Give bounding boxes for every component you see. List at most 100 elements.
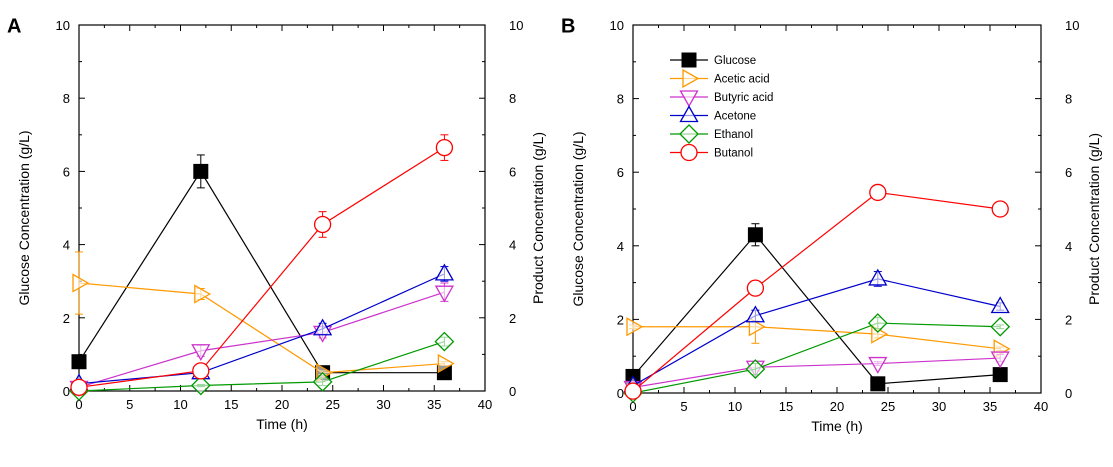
y-axis-title-left: Glucose Concentration (g/L) xyxy=(570,131,586,306)
data-point-ethanol xyxy=(745,359,766,379)
data-point-butanol xyxy=(313,215,332,234)
x-tick-label: 20 xyxy=(830,399,844,414)
x-tick-label: 35 xyxy=(427,397,441,412)
y-tick-label-right: 10 xyxy=(1065,18,1079,33)
data-point-butyric-acid xyxy=(191,344,211,362)
y-tick-label-left: 6 xyxy=(63,164,70,179)
legend: Glucose Acetic acid Butyric acid Acetone Eth… xyxy=(670,52,773,162)
y-tick-label-right: 10 xyxy=(509,18,523,33)
series-butyric-acid xyxy=(623,351,1010,398)
legend-label-ethanol: Ethanol xyxy=(714,129,753,141)
data-point-ethanol xyxy=(434,331,455,352)
series-butanol xyxy=(624,183,1009,400)
x-tick-label: 40 xyxy=(478,397,492,412)
data-point-butanol xyxy=(746,279,765,297)
x-tick-label: 25 xyxy=(881,399,895,414)
series-acetic-acid xyxy=(626,309,1011,359)
x-tick-label: 25 xyxy=(326,397,340,412)
x-tick-label: 5 xyxy=(680,399,687,414)
y-tick-label-right: 6 xyxy=(509,164,516,179)
data-point-acetone xyxy=(745,305,766,323)
data-point-glucose xyxy=(992,367,1008,383)
y-tick-label-right: 0 xyxy=(509,384,516,399)
data-point-acetone xyxy=(868,268,888,286)
series-line-glucose xyxy=(632,233,1001,385)
y-tick-label-right: 6 xyxy=(1065,165,1072,180)
x-tick-label: 5 xyxy=(126,397,133,412)
y-tick-label-left: 2 xyxy=(63,311,70,326)
data-point-butanol xyxy=(624,382,642,400)
series-line-ethanol xyxy=(632,322,1001,394)
series-line-butyric-acid xyxy=(78,291,445,388)
series-glucose xyxy=(71,154,452,381)
x-tick-label: 0 xyxy=(75,397,82,412)
x-tick-label: 35 xyxy=(983,399,997,414)
data-point-butyric-acid xyxy=(990,351,1010,369)
series-acetic-acid xyxy=(72,251,455,383)
data-point-glucose xyxy=(193,163,209,179)
data-point-glucose xyxy=(71,354,87,370)
y-axis-title-right: Product Concentration (g/L) xyxy=(530,132,546,304)
data-point-butyric-acid xyxy=(868,356,888,374)
series-butanol xyxy=(70,134,454,396)
y-tick-label-left: 6 xyxy=(617,165,624,180)
series-line-butyric-acid xyxy=(632,357,1001,389)
y-tick-label-left: 10 xyxy=(56,18,70,33)
data-point-butanol xyxy=(192,362,210,380)
x-tick-label: 30 xyxy=(932,399,946,414)
legend-marker-butyric-acid xyxy=(679,90,699,108)
y-tick-label-right: 8 xyxy=(509,91,516,106)
data-point-acetone xyxy=(990,296,1010,314)
y-axis-title-left: Glucose Concentration (g/L) xyxy=(16,130,32,305)
series-line-glucose xyxy=(78,170,445,374)
series-line-acetone xyxy=(632,278,1001,387)
legend-marker-acetone xyxy=(679,105,699,123)
legend-label-butanol: Butanol xyxy=(714,148,753,160)
legend-label-acetic-acid: Acetic acid xyxy=(714,74,770,86)
data-point-ethanol xyxy=(312,371,333,392)
y-tick-label-right: 4 xyxy=(509,238,516,253)
y-tick-label-right: 4 xyxy=(1065,239,1072,254)
legend-label-butyric-acid: Butyric acid xyxy=(714,92,773,104)
panel-label: B xyxy=(561,15,575,37)
y-tick-label-left: 10 xyxy=(610,18,624,33)
y-tick-label-left: 8 xyxy=(63,91,70,106)
data-point-butanol xyxy=(991,200,1009,218)
data-point-acetic-acid xyxy=(748,317,766,337)
legend-marker-butanol xyxy=(680,143,698,162)
x-axis-title: Time (h) xyxy=(811,418,863,434)
legend-marker-glucose xyxy=(681,52,697,68)
data-point-acetone xyxy=(312,318,333,336)
y-tick-label-left: 4 xyxy=(63,238,70,253)
x-tick-label: 10 xyxy=(728,399,742,414)
series-acetone xyxy=(69,263,455,391)
x-tick-label: 20 xyxy=(275,397,289,412)
data-point-acetic-acid xyxy=(194,284,212,304)
data-point-ethanol xyxy=(867,313,888,333)
x-tick-label: 30 xyxy=(376,397,390,412)
y-axis-title-right: Product Concentration (g/L) xyxy=(1086,133,1102,305)
data-point-butanol xyxy=(435,138,454,157)
series-line-acetone xyxy=(78,273,445,385)
y-tick-label-left: 4 xyxy=(617,239,624,254)
y-tick-label-left: 8 xyxy=(617,92,624,107)
y-tick-label-left: 0 xyxy=(617,386,624,401)
legend-marker-ethanol xyxy=(679,124,699,144)
data-point-butanol xyxy=(70,378,88,396)
y-tick-label-left: 2 xyxy=(617,312,624,327)
x-tick-label: 0 xyxy=(629,399,636,414)
series-line-butanol xyxy=(78,147,445,388)
data-point-glucose xyxy=(870,376,886,392)
series-line-acetic-acid xyxy=(633,326,1001,350)
series-ethanol xyxy=(69,331,455,401)
y-tick-label-right: 8 xyxy=(1065,92,1072,107)
data-point-ethanol xyxy=(190,375,211,396)
x-tick-label: 15 xyxy=(224,397,238,412)
series-line-ethanol xyxy=(78,341,445,392)
series-line-butanol xyxy=(632,191,1001,392)
y-tick-label-right: 2 xyxy=(509,311,516,326)
data-point-acetic-acid xyxy=(437,353,455,374)
